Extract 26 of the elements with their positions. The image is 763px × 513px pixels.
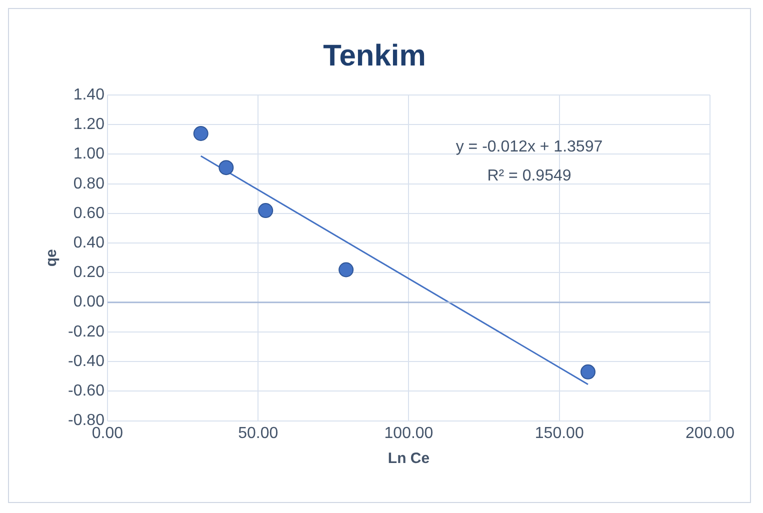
y-tick-label: 1.40 bbox=[73, 86, 105, 104]
point bbox=[580, 364, 596, 380]
y-tick-label: -0.20 bbox=[68, 323, 105, 340]
point bbox=[218, 160, 234, 176]
point bbox=[193, 126, 208, 142]
y-tick-label: 0.40 bbox=[73, 234, 105, 252]
y-tick-label: 0.00 bbox=[73, 294, 105, 311]
y-axis-title: qe bbox=[43, 249, 60, 267]
annotation: y = -0.012x + 1.3597 bbox=[456, 138, 603, 156]
y-tick-label: 0.60 bbox=[73, 204, 105, 222]
x-tick-label: 50.00 bbox=[238, 424, 278, 442]
y-tick-label: 1.00 bbox=[73, 146, 105, 163]
x-tick-label: 200.00 bbox=[686, 424, 735, 442]
y-tick-label: 1.20 bbox=[73, 116, 105, 134]
point bbox=[338, 262, 354, 278]
y-tick-label: 0.20 bbox=[73, 264, 105, 282]
y-tick-label: -0.60 bbox=[68, 382, 105, 400]
x-tick-label: 100.00 bbox=[384, 424, 434, 442]
chart-title: Tenkim bbox=[323, 39, 426, 72]
point bbox=[258, 203, 274, 218]
x-tick-label: 150.00 bbox=[534, 424, 584, 442]
y-tick-label: 0.80 bbox=[73, 175, 105, 192]
x-axis-title: Ln Ce bbox=[388, 450, 430, 468]
annotation: R² = 0.9549 bbox=[487, 167, 572, 184]
x-tick-label: 0.00 bbox=[92, 424, 124, 442]
y-tick-label: -0.40 bbox=[68, 352, 105, 370]
